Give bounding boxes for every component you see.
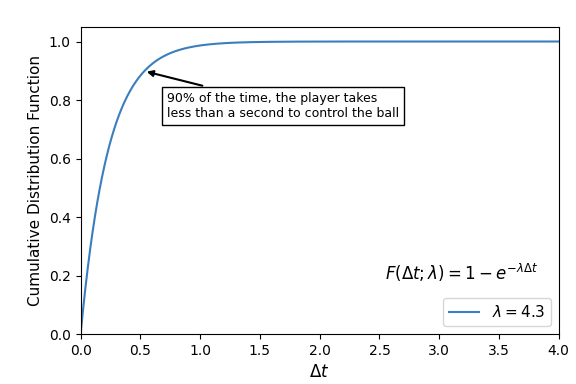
$\lambda = 4.3$ [77, 332, 84, 336]
$\lambda = 4.3$ [406, 39, 412, 44]
$\lambda = 4.3$ [126, 90, 133, 94]
$\lambda = 4.3$ [555, 39, 562, 44]
Y-axis label: Cumulative Distribution Function: Cumulative Distribution Function [28, 55, 43, 306]
X-axis label: $\Delta t$: $\Delta t$ [309, 363, 330, 381]
Text: 90% of the time, the player takes
less than a second to control the ball: 90% of the time, the player takes less t… [149, 71, 399, 120]
$\lambda = 4.3$ [288, 39, 295, 44]
$\lambda = 4.3$ [271, 40, 278, 44]
Legend: $\lambda = 4.3$: $\lambda = 4.3$ [442, 298, 551, 326]
$\lambda = 4.3$ [450, 39, 457, 44]
Text: $F(\Delta t; \lambda) = 1 - e^{-\lambda \Delta t}$: $F(\Delta t; \lambda) = 1 - e^{-\lambda … [385, 261, 539, 284]
Line: $\lambda = 4.3$: $\lambda = 4.3$ [81, 41, 559, 334]
$\lambda = 4.3$ [458, 39, 465, 44]
